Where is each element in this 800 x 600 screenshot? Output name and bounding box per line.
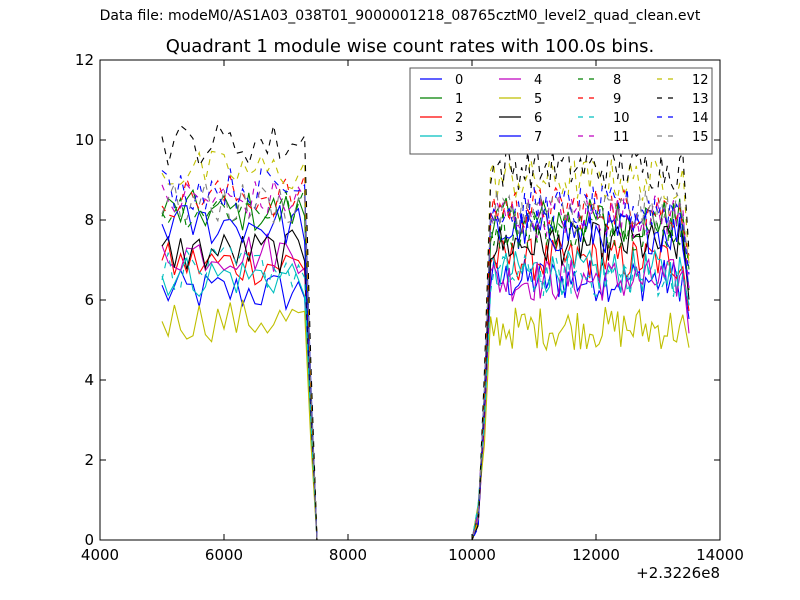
series-line-2	[161, 236, 690, 540]
legend-label-2: 2	[455, 111, 463, 126]
legend-label-8: 8	[613, 73, 621, 88]
y-tick-label-6: 6	[84, 291, 94, 309]
series-lines	[161, 122, 690, 540]
y-tick-label-8: 8	[84, 211, 94, 229]
series-line-0	[161, 259, 690, 540]
x-tick-label-4000: 4000	[81, 546, 119, 564]
y-tick-label-4: 4	[84, 371, 94, 389]
series-line-6	[161, 220, 690, 540]
legend-label-15: 15	[692, 130, 709, 145]
series-line-12	[161, 150, 690, 540]
x-offset-label: +2.3226e8	[636, 564, 720, 582]
series-line-13	[161, 122, 690, 540]
series-line-4	[161, 233, 690, 540]
series-line-8	[161, 188, 690, 540]
y-tick-label-10: 10	[75, 131, 94, 149]
legend-label-11: 11	[613, 130, 630, 145]
series-line-5	[161, 299, 690, 540]
legend-box	[409, 67, 713, 155]
y-tick-label-0: 0	[84, 531, 94, 549]
legend-label-12: 12	[692, 73, 709, 88]
legend-label-9: 9	[613, 92, 621, 107]
legend-label-4: 4	[534, 73, 542, 88]
x-tick-label-12000: 12000	[572, 546, 620, 564]
x-tick-label-14000: 14000	[696, 546, 744, 564]
data-file-suptitle: Data file: modeM0/AS1A03_038T01_90000012…	[99, 8, 701, 24]
legend-label-6: 6	[534, 111, 542, 126]
series-line-10	[161, 244, 690, 540]
y-tick-label-2: 2	[84, 451, 94, 469]
x-tick-label-10000: 10000	[448, 546, 496, 564]
x-tick-label-6000: 6000	[205, 546, 243, 564]
series-line-7	[161, 205, 690, 540]
chart-title: Quadrant 1 module wise count rates with …	[165, 36, 655, 57]
y-tick-label-12: 12	[75, 51, 94, 69]
legend-label-5: 5	[534, 92, 542, 107]
legend-label-14: 14	[692, 111, 709, 126]
legend-label-0: 0	[455, 73, 463, 88]
series-line-15	[161, 181, 690, 540]
legend-label-10: 10	[613, 111, 630, 126]
series-line-9	[161, 174, 690, 540]
legend-label-3: 3	[455, 130, 463, 145]
series-line-3	[161, 248, 690, 540]
legend-label-1: 1	[455, 92, 463, 107]
series-line-1	[161, 188, 690, 540]
x-tick-label-8000: 8000	[329, 546, 367, 564]
legend-label-7: 7	[534, 130, 542, 145]
legend-label-13: 13	[692, 92, 709, 107]
